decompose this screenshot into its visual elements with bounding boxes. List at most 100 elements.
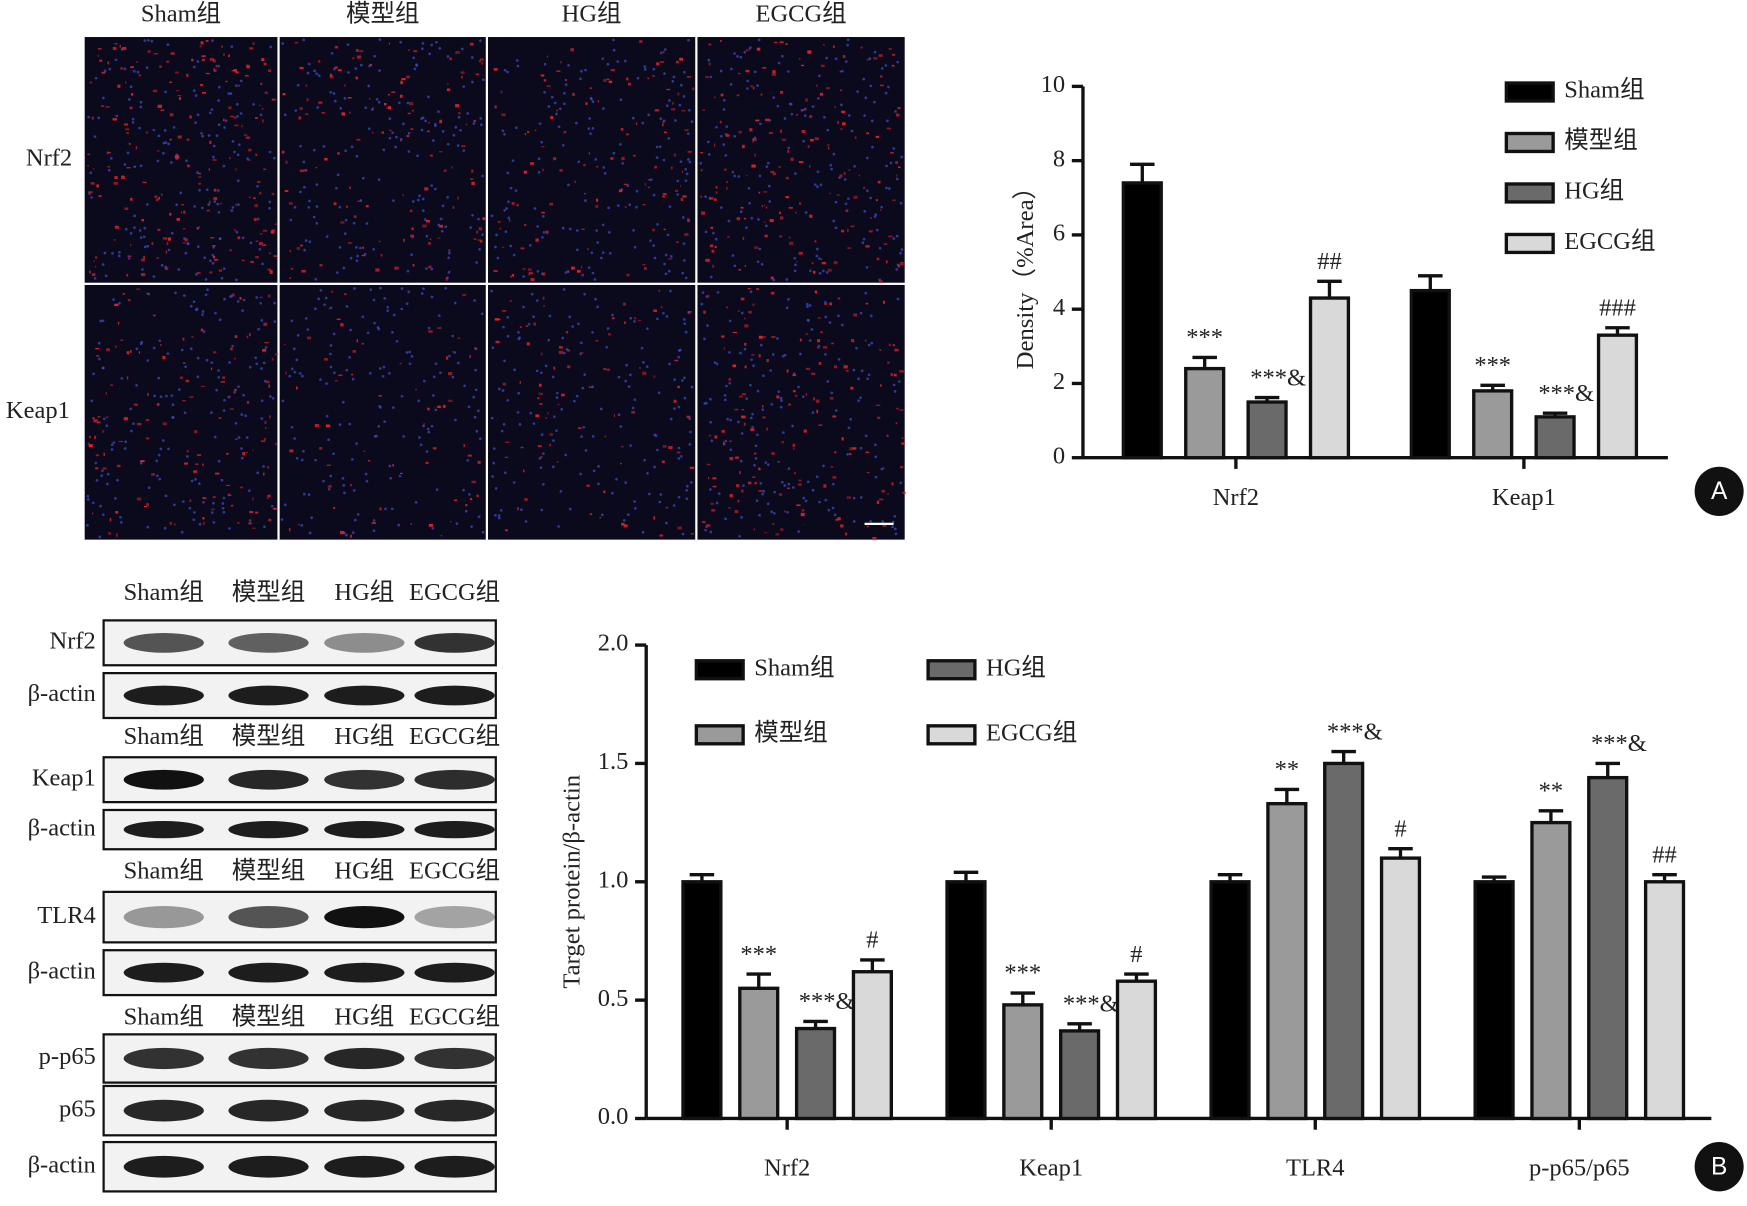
stain	[538, 383, 542, 387]
stain	[263, 322, 268, 326]
stain	[156, 150, 160, 152]
nucleus	[108, 67, 112, 71]
stain	[121, 46, 127, 51]
stain	[340, 221, 345, 224]
nucleus	[629, 373, 632, 377]
stain	[428, 242, 431, 245]
nucleus	[707, 140, 710, 144]
error-bar	[689, 872, 715, 882]
stain	[758, 354, 761, 358]
nucleus	[208, 111, 212, 115]
stain	[847, 228, 849, 232]
stain	[772, 70, 776, 74]
stain	[88, 191, 93, 193]
stain	[538, 392, 543, 395]
stain	[465, 123, 468, 126]
blot-column-label: EGCG组	[409, 722, 500, 750]
stain	[798, 202, 802, 205]
stain	[177, 135, 182, 139]
stain	[246, 335, 249, 339]
stain	[832, 476, 837, 479]
nucleus	[139, 100, 143, 104]
stain	[744, 265, 746, 267]
nucleus	[306, 71, 310, 75]
nucleus	[581, 273, 585, 277]
nucleus	[728, 381, 732, 385]
nucleus	[454, 126, 458, 129]
stain	[169, 521, 172, 525]
nucleus	[453, 301, 457, 305]
nucleus	[196, 375, 200, 379]
stain	[365, 205, 369, 208]
stain	[91, 116, 94, 120]
nucleus	[705, 295, 709, 298]
nucleus	[770, 402, 774, 406]
stain	[230, 115, 234, 118]
stain	[752, 86, 755, 90]
nucleus	[90, 196, 93, 199]
nucleus	[899, 251, 902, 255]
nucleus	[410, 355, 414, 358]
nucleus	[723, 398, 727, 402]
stain	[229, 395, 231, 398]
nucleus	[173, 503, 176, 507]
nucleus	[856, 90, 859, 93]
nucleus	[701, 291, 705, 294]
nucleus	[167, 248, 171, 252]
nucleus	[859, 496, 863, 499]
stain	[202, 497, 207, 500]
nucleus	[260, 367, 263, 370]
error-bar	[1130, 162, 1155, 183]
stain	[714, 96, 716, 99]
nucleus	[434, 408, 438, 412]
stain	[248, 333, 251, 337]
nucleus	[131, 121, 135, 124]
stain	[260, 82, 263, 85]
stain	[178, 97, 182, 101]
stain	[90, 182, 95, 185]
nucleus	[761, 408, 765, 412]
stain	[715, 185, 718, 189]
nucleus	[643, 458, 646, 462]
nucleus	[295, 456, 299, 460]
significance-label: ***	[1186, 324, 1223, 351]
nucleus	[818, 500, 821, 504]
nucleus	[536, 225, 539, 228]
nucleus	[829, 163, 833, 167]
stain	[154, 195, 158, 198]
stain	[127, 299, 131, 302]
nucleus	[873, 100, 876, 104]
stain	[738, 269, 741, 271]
nucleus	[217, 369, 220, 372]
stain	[233, 69, 237, 72]
nucleus	[645, 365, 649, 369]
nucleus	[296, 333, 300, 337]
nucleus	[733, 264, 737, 268]
stain	[231, 293, 235, 297]
micrograph	[488, 37, 696, 283]
nucleus	[180, 348, 184, 352]
stain	[264, 341, 269, 344]
stain	[529, 162, 535, 165]
stain	[189, 499, 192, 503]
nucleus	[728, 319, 732, 323]
stain	[189, 115, 192, 119]
stain	[741, 489, 744, 493]
nucleus	[600, 513, 604, 517]
nucleus	[323, 303, 326, 307]
stain	[779, 216, 784, 220]
nucleus	[220, 276, 224, 280]
nucleus	[198, 188, 201, 192]
nucleus	[517, 337, 521, 341]
nucleus	[444, 286, 448, 290]
stain	[796, 504, 801, 507]
micrograph	[697, 37, 905, 284]
stain	[875, 199, 878, 202]
nucleus	[678, 103, 682, 107]
stain	[762, 336, 766, 339]
nucleus	[683, 396, 687, 400]
stain	[202, 135, 204, 137]
stain	[182, 400, 186, 402]
stain	[505, 441, 510, 443]
blot-band	[123, 1047, 204, 1070]
